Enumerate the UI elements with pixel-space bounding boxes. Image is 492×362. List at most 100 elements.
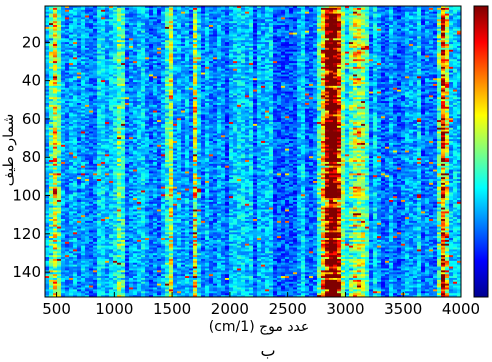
- heatmap-cell: [53, 47, 58, 51]
- heatmap-cell: [165, 38, 170, 41]
- heatmap-cell: [225, 21, 230, 24]
- heatmap-cell: [45, 30, 50, 34]
- heatmap-cell: [365, 47, 370, 51]
- heatmap-cell: [145, 6, 150, 9]
- heatmap-cell: [197, 34, 202, 37]
- heatmap-cell: [301, 11, 306, 15]
- heatmap-cell: [73, 7, 78, 11]
- heatmap-cell: [145, 38, 150, 41]
- heatmap-cell: [129, 25, 134, 28]
- heatmap-cell: [421, 21, 426, 24]
- heatmap-cell: [141, 32, 146, 35]
- heatmap-cell: [161, 34, 166, 37]
- heatmap-cell: [93, 11, 98, 15]
- heatmap-cell: [309, 7, 314, 11]
- heatmap-cell: [205, 21, 210, 24]
- heatmap-cell: [177, 44, 182, 47]
- heatmap-cell: [65, 42, 70, 45]
- heatmap-cell: [337, 42, 342, 45]
- heatmap-cell: [197, 13, 202, 16]
- heatmap-cell: [341, 13, 346, 16]
- heatmap-cell: [441, 42, 446, 45]
- heatmap-cell: [141, 11, 146, 15]
- heatmap-cell: [321, 17, 326, 20]
- heatmap-cell: [81, 26, 86, 30]
- heatmap-cell: [113, 40, 118, 43]
- heatmap-cell: [429, 34, 434, 37]
- heatmap-cell: [57, 45, 62, 49]
- heatmap-cell: [433, 21, 438, 24]
- heatmap-cell: [277, 26, 282, 30]
- heatmap-cell: [209, 19, 214, 22]
- heatmap-cell: [253, 13, 258, 16]
- heatmap-cell: [189, 44, 194, 47]
- heatmap-cell: [365, 13, 370, 16]
- heatmap-cell: [101, 26, 106, 30]
- heatmap-cell: [401, 23, 406, 26]
- heatmap-cell: [321, 7, 326, 11]
- heatmap-cell: [333, 42, 338, 45]
- heatmap-cell: [53, 40, 58, 43]
- heatmap-cell: [313, 30, 318, 34]
- heatmap-cell: [341, 32, 346, 35]
- heatmap-cell: [253, 23, 258, 26]
- heatmap-cell: [389, 26, 394, 30]
- heatmap-cell: [433, 9, 438, 13]
- heatmap-cell: [185, 6, 190, 9]
- heatmap-cell: [453, 19, 458, 22]
- heatmap-cell: [73, 13, 78, 16]
- heatmap-cell: [229, 30, 234, 34]
- heatmap-cell: [393, 40, 398, 43]
- heatmap-cell: [45, 28, 50, 32]
- heatmap-cell: [185, 42, 190, 45]
- heatmap-cell: [197, 26, 202, 30]
- heatmap-cell: [201, 44, 206, 47]
- heatmap-cell: [401, 42, 406, 45]
- heatmap-cell: [413, 23, 418, 26]
- heatmap-cell: [377, 32, 382, 35]
- heatmap-cell: [77, 15, 82, 18]
- heatmap-cell: [257, 11, 262, 15]
- heatmap-cell: [329, 42, 334, 45]
- heatmap-cell: [185, 21, 190, 24]
- heatmap-cell: [89, 36, 94, 39]
- heatmap-cell: [353, 45, 358, 49]
- heatmap-cell: [329, 15, 334, 18]
- heatmap-cell: [61, 15, 66, 18]
- heatmap-cell: [445, 30, 450, 34]
- heatmap-cell: [141, 26, 146, 30]
- heatmap-cell: [453, 28, 458, 32]
- heatmap-cell: [81, 15, 86, 18]
- heatmap-cell: [173, 36, 178, 39]
- heatmap-cell: [173, 38, 178, 41]
- heatmap-cell: [317, 30, 322, 34]
- heatmap-cell: [353, 30, 358, 34]
- heatmap-cell: [149, 32, 154, 35]
- heatmap-cell: [269, 7, 274, 11]
- heatmap-cell: [69, 45, 74, 49]
- heatmap-cell: [413, 6, 418, 9]
- heatmap-cell: [65, 26, 70, 30]
- heatmap-cell: [149, 38, 154, 41]
- heatmap-cell: [181, 38, 186, 41]
- heatmap-cell: [325, 45, 330, 49]
- heatmap-cell: [357, 26, 362, 30]
- heatmap-cell: [341, 30, 346, 34]
- heatmap-cell: [237, 11, 242, 15]
- heatmap-cell: [313, 34, 318, 37]
- heatmap-cell: [341, 28, 346, 32]
- heatmap-cell: [101, 17, 106, 20]
- heatmap-cell: [453, 11, 458, 15]
- heatmap-cell: [229, 45, 234, 49]
- heatmap-cell: [61, 40, 66, 43]
- heatmap-cell: [217, 32, 222, 35]
- heatmap-cell: [65, 45, 70, 49]
- heatmap-cell: [257, 45, 262, 49]
- heatmap-cell: [381, 7, 386, 11]
- heatmap-cell: [377, 28, 382, 32]
- heatmap-cell: [101, 7, 106, 11]
- heatmap-cell: [177, 36, 182, 39]
- heatmap-cell: [333, 44, 338, 47]
- heatmap-cell: [377, 38, 382, 41]
- heatmap-cell: [61, 6, 66, 9]
